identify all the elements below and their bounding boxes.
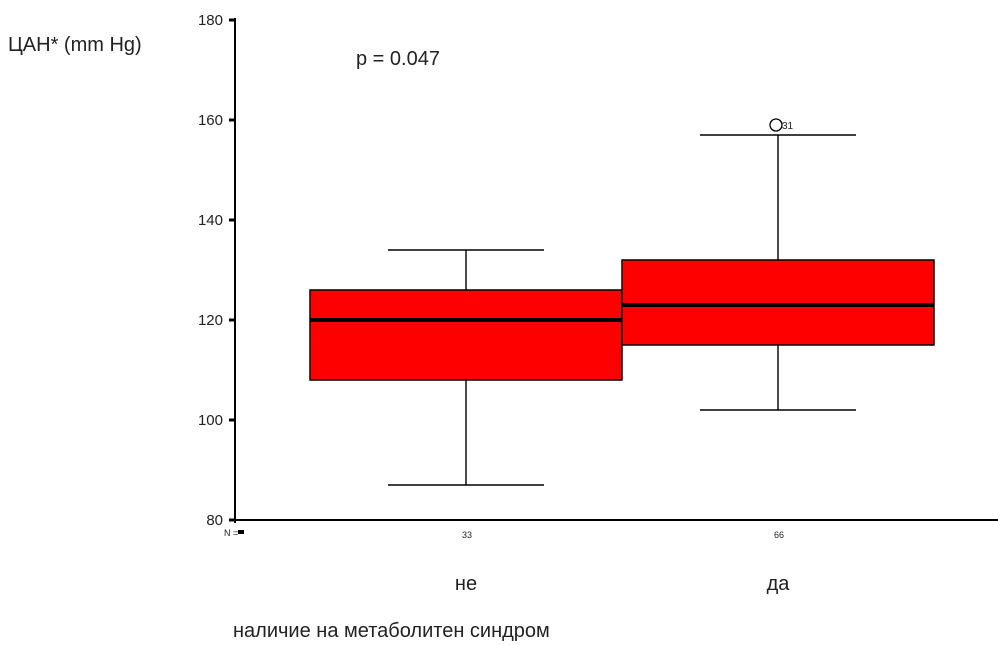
axes: 80 100 120 140 160 180 N = 33 66 (198, 12, 998, 540)
x-axis-label: наличие на метаболитен синдром (233, 620, 550, 642)
outlier-label: 31 (782, 121, 794, 132)
n-count-0: 33 (462, 530, 472, 540)
y-tick-label-160: 160 (198, 112, 223, 129)
y-tick-label-140: 140 (198, 212, 223, 229)
p-value-annotation: p = 0.047 (356, 48, 440, 70)
boxes: 31 (309, 118, 935, 486)
box-0 (309, 249, 623, 486)
box-iqr (309, 289, 623, 381)
y-tick-label-100: 100 (198, 412, 223, 429)
y-axis-label: ЦАН* (mm Hg) (8, 34, 142, 56)
n-label-marker (238, 530, 244, 534)
y-tick-label-180: 180 (198, 12, 223, 29)
y-tick-label-120: 120 (198, 312, 223, 329)
category-label-da: да (766, 573, 790, 595)
category-label-ne: не (454, 573, 478, 595)
n-count-1: 66 (774, 530, 784, 540)
n-label: N = (224, 528, 238, 538)
y-tick-label-80: 80 (206, 512, 223, 529)
box-1: 31 (621, 118, 935, 411)
box-iqr (621, 259, 935, 346)
outlier-point (769, 118, 783, 132)
